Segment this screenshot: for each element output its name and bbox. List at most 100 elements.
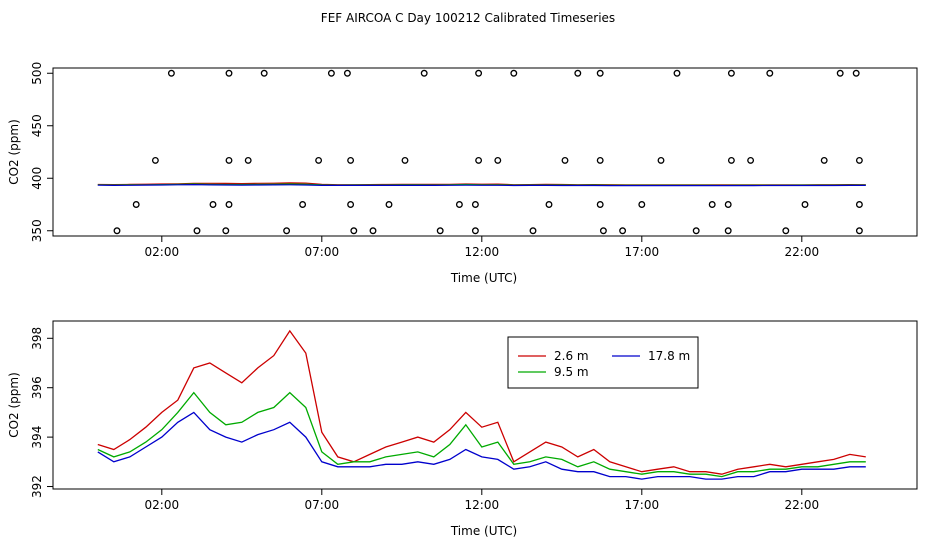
calibration-point: [244, 156, 252, 164]
calibration-point: [225, 201, 233, 208]
calibration-point: [193, 227, 201, 235]
calibration-point: [766, 69, 774, 77]
top-panel-calibration-points: [113, 69, 863, 235]
calibration-point: [727, 69, 735, 77]
top-panel-y-tick-label: 400: [30, 167, 44, 190]
calibration-point: [209, 201, 217, 208]
chart-title: FEF AIRCOA C Day 100212 Calibrated Times…: [321, 11, 615, 25]
top-panel-x-axis: 02:00 07:00 12:00 17:00 22:00: [145, 236, 820, 259]
top-panel-y-axis: 350 400 450 500: [30, 62, 53, 242]
calibration-point: [385, 201, 393, 208]
calibration-point: [471, 227, 479, 235]
calibration-point: [836, 69, 844, 77]
bottom-panel-series-lines: [97, 329, 866, 480]
calibration-point: [494, 156, 502, 164]
calibration-point: [692, 227, 700, 235]
calibration-point: [596, 201, 604, 208]
top-panel-series-line: [97, 183, 866, 187]
calibration-point: [708, 201, 716, 208]
calibration-point: [657, 156, 665, 164]
calibration-point: [855, 201, 863, 208]
legend-label-2-6m: 2.6 m: [554, 349, 589, 363]
calibration-point: [315, 156, 323, 164]
calibration-point: [724, 201, 732, 208]
top-plot-frame: [52, 67, 918, 237]
bottom-panel-y-axis: 392 394 396 398: [30, 327, 53, 498]
calibration-point: [347, 201, 355, 208]
calibration-point: [222, 227, 230, 235]
bottom-panel-x-axis: 02:00 07:00 12:00 17:00 22:00: [145, 489, 820, 512]
calibration-point: [782, 227, 790, 235]
calibration-point: [545, 201, 553, 208]
calibration-point: [820, 156, 828, 164]
bottom-panel-x-tick-label: 02:00: [145, 498, 180, 512]
legend-box: [507, 336, 699, 389]
bottom-panel-y-tick-label: 398: [30, 327, 44, 350]
calibration-point: [436, 227, 444, 235]
calibration-point: [471, 201, 479, 208]
calibration-point: [852, 69, 860, 77]
calibration-point: [283, 227, 291, 235]
calibration-point: [510, 69, 518, 77]
calibration-point: [724, 227, 732, 235]
calibration-point: [561, 156, 569, 164]
calibration-point: [151, 156, 159, 164]
calibration-point: [619, 227, 627, 235]
legend: 2.6 m 9.5 m 17.8 m: [507, 336, 699, 389]
calibration-point: [132, 201, 140, 208]
calibration-point: [801, 201, 809, 208]
bottom-panel-y-tick-label: 396: [30, 376, 44, 399]
top-panel-x-tick-label: 22:00: [785, 245, 820, 259]
legend-label-17-8m: 17.8 m: [648, 349, 690, 363]
calibration-point: [596, 156, 604, 164]
series-line-2-6-m: [97, 329, 866, 475]
top-panel-y-label: CO2 (ppm): [7, 119, 21, 185]
top-panel-x-label: Time (UTC): [450, 271, 517, 285]
top-panel-y-tick-label: 500: [30, 62, 44, 85]
bottom-panel-y-label: CO2 (ppm): [7, 372, 21, 438]
series-line-9-5-m: [97, 391, 866, 478]
bottom-panel: 02:00 07:00 12:00 17:00 22:00 392 394 396 398 T…: [7, 320, 918, 538]
calibration-point: [747, 156, 755, 164]
calibration-point: [347, 156, 355, 164]
calibration-point: [369, 227, 377, 235]
calibration-point: [455, 201, 463, 208]
calibration-point: [727, 156, 735, 164]
calibration-point: [350, 227, 358, 235]
calibration-point: [475, 69, 483, 77]
bottom-panel-x-label: Time (UTC): [450, 524, 517, 538]
calibration-point: [225, 69, 233, 77]
bottom-panel-x-tick-label: 12:00: [465, 498, 500, 512]
legend-label-9-5m: 9.5 m: [554, 365, 589, 379]
top-panel-x-tick-label: 17:00: [625, 245, 660, 259]
calibration-point: [167, 69, 175, 77]
calibration-point: [638, 201, 646, 208]
bottom-panel-x-tick-label: 22:00: [785, 498, 820, 512]
calibration-point: [673, 69, 681, 77]
bottom-panel-y-tick-label: 394: [30, 426, 44, 449]
top-panel-series-lines: [97, 182, 866, 187]
calibration-point: [475, 156, 483, 164]
calibration-point: [574, 69, 582, 77]
calibration-point: [299, 201, 307, 208]
bottom-panel-y-tick-label: 392: [30, 475, 44, 498]
calibration-point: [113, 227, 121, 235]
calibration-point: [343, 69, 351, 77]
calibration-point: [420, 69, 428, 77]
calibration-point: [529, 227, 537, 235]
calibration-point: [225, 156, 233, 164]
calibration-point: [599, 227, 607, 235]
bottom-panel-x-tick-label: 07:00: [305, 498, 340, 512]
bottom-plot-frame: [52, 320, 918, 490]
calibration-point: [596, 69, 604, 77]
calibration-point: [855, 227, 863, 235]
calibration-point: [327, 69, 335, 77]
bottom-panel-x-tick-label: 17:00: [625, 498, 660, 512]
series-line-17-8-m: [97, 411, 866, 480]
top-panel-x-tick-label: 07:00: [305, 245, 340, 259]
top-panel-y-tick-label: 350: [30, 219, 44, 242]
top-panel-x-tick-label: 12:00: [465, 245, 500, 259]
calibration-point: [260, 69, 268, 77]
top-panel-x-tick-label: 02:00: [145, 245, 180, 259]
